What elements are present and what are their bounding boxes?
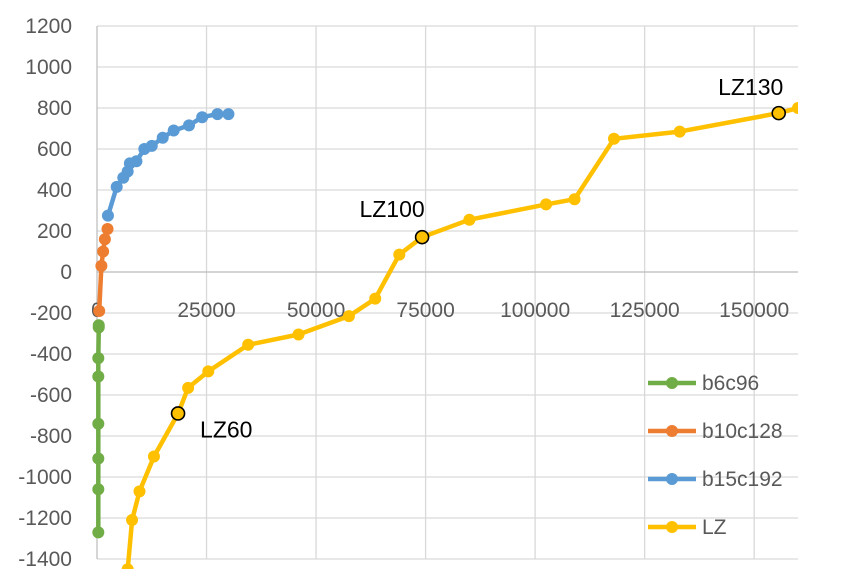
legend-label: b15c192 — [702, 468, 783, 491]
data-point-LZ — [568, 193, 581, 206]
data-point-LZ — [607, 132, 620, 145]
annotation-label: LZ60 — [200, 416, 252, 442]
series-lines — [96, 105, 798, 569]
data-point-LZ — [342, 310, 355, 323]
y-tick-label: 800 — [37, 97, 72, 120]
data-point-LZ — [393, 248, 406, 261]
data-point-b6c96 — [92, 370, 105, 383]
data-point-LZ — [126, 514, 139, 527]
data-point-b15c192 — [156, 131, 169, 144]
gridlines — [97, 25, 798, 560]
data-point-LZ — [182, 381, 195, 394]
y-tick-label: -1000 — [18, 466, 72, 489]
data-point-b6c96 — [92, 352, 105, 365]
data-point-LZ — [792, 102, 798, 114]
legend-label: b6c96 — [702, 372, 759, 395]
annotated-point — [170, 406, 186, 421]
data-point-b6c96 — [92, 452, 105, 465]
data-point-b15c192 — [183, 119, 196, 132]
data-point-LZ — [292, 328, 305, 341]
legend-swatch-marker — [666, 521, 678, 533]
data-point-LZ — [147, 450, 160, 463]
annotation-label: LZ100 — [359, 196, 424, 222]
legend-swatch-marker — [666, 377, 678, 389]
y-axis-tick-labels: 1200 1000 800 600 400 200 0 -200 -400 -600 -800 -10… — [18, 15, 72, 571]
data-point-b10c128 — [97, 245, 110, 258]
y-tick-label: 200 — [37, 220, 72, 243]
data-point-b10c128 — [93, 304, 106, 317]
annotation-label: LZ130 — [718, 74, 783, 100]
data-point-b15c192 — [211, 108, 224, 121]
annotated-point — [414, 229, 430, 245]
data-point-LZ — [673, 125, 686, 138]
y-tick-label: -400 — [30, 343, 72, 366]
data-point-b10c128 — [101, 222, 114, 235]
legend-swatch-marker — [666, 425, 678, 437]
x-tick-label: 75000 — [396, 299, 454, 322]
y-tick-label: -200 — [30, 302, 72, 325]
data-point-b15c192 — [130, 155, 143, 168]
data-point-b15c192 — [196, 111, 209, 124]
data-point-LZ — [242, 338, 255, 351]
legend: b6c96 b10c128 b15c192 LZ — [648, 372, 783, 539]
data-point-LZ — [369, 292, 382, 305]
annotated-point — [771, 105, 787, 121]
x-tick-label: 50000 — [287, 299, 345, 322]
data-point-b10c128 — [98, 233, 111, 246]
data-point-LZ — [202, 365, 215, 378]
x-tick-label: 25000 — [177, 299, 235, 322]
data-point-b6c96 — [92, 526, 105, 539]
legend-swatch-marker — [666, 473, 678, 485]
data-point-b15c192 — [167, 124, 180, 137]
legend-label: LZ — [702, 516, 727, 539]
y-tick-label: -800 — [30, 425, 72, 448]
y-tick-label: 600 — [37, 138, 72, 161]
y-tick-label: -1400 — [18, 548, 72, 571]
data-point-b6c96 — [92, 319, 105, 332]
data-point-b6c96 — [92, 417, 105, 430]
data-point-LZ — [133, 485, 146, 498]
y-tick-label: 1200 — [25, 15, 72, 38]
data-point-LZ — [540, 198, 553, 211]
annotations: LZ60 LZ100 LZ130 — [170, 74, 787, 442]
y-tick-label: 1000 — [25, 56, 72, 79]
data-point-b10c128 — [95, 259, 108, 272]
legend-label: b10c128 — [702, 420, 783, 443]
data-point-LZ — [463, 213, 476, 226]
x-tick-label: 150000 — [719, 299, 789, 322]
data-point-b15c192 — [101, 209, 114, 222]
y-tick-label: -600 — [30, 384, 72, 407]
y-tick-label: -1200 — [18, 507, 72, 530]
series-line-LZ — [125, 105, 798, 569]
data-point-b6c96 — [92, 483, 105, 496]
x-tick-label: 100000 — [500, 299, 570, 322]
y-tick-label: 0 — [60, 261, 72, 284]
series-markers — [92, 102, 798, 569]
data-point-b15c192 — [222, 108, 235, 121]
data-point-LZ — [121, 563, 134, 569]
data-point-b15c192 — [145, 139, 158, 152]
data-point-b15c192 — [110, 180, 123, 193]
x-tick-label: 125000 — [610, 299, 680, 322]
y-tick-label: 400 — [37, 179, 72, 202]
